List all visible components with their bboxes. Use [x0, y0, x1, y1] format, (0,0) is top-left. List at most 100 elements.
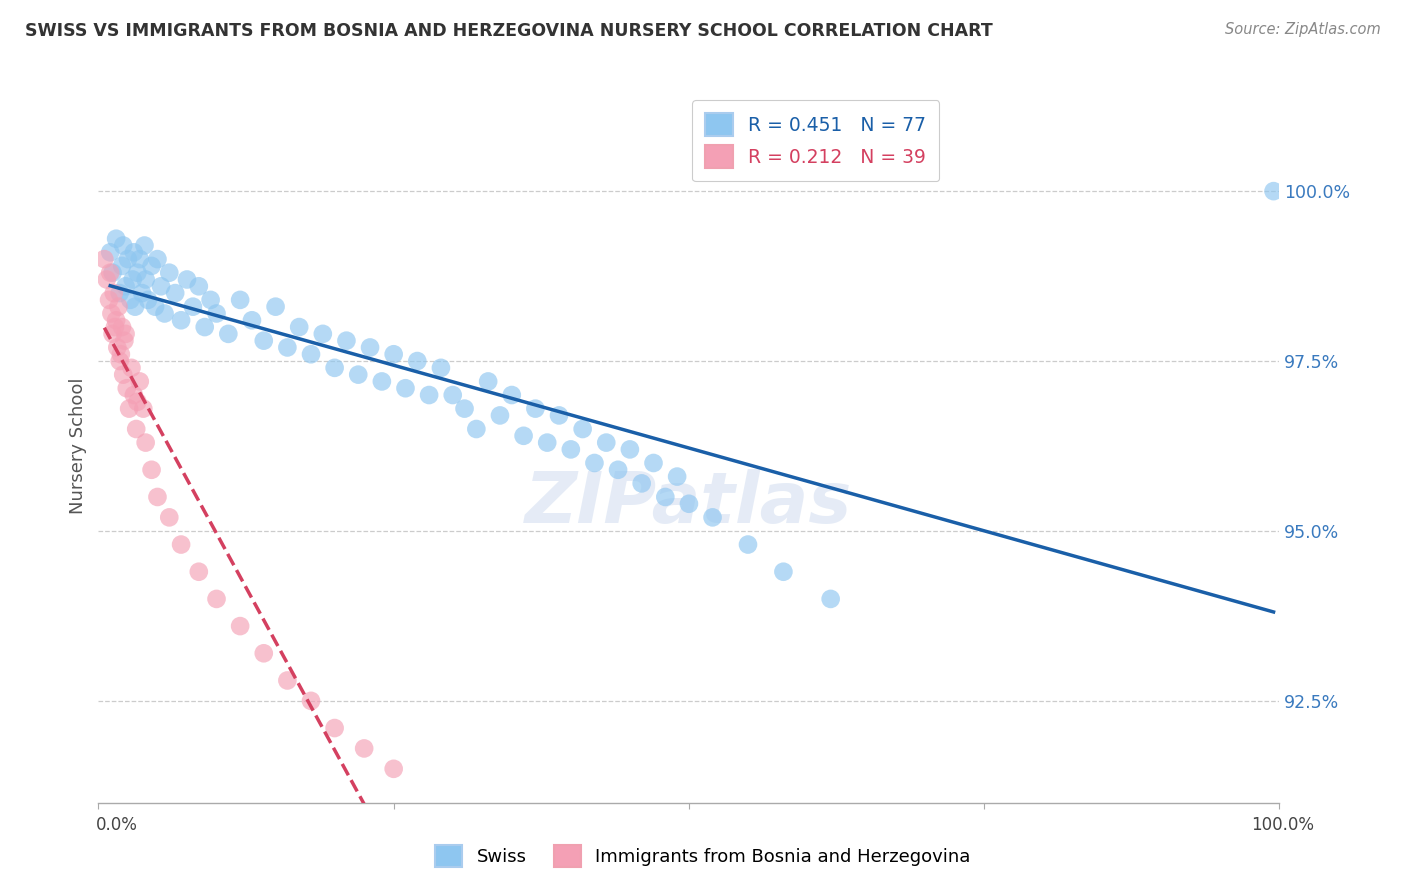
Point — [702, 510, 724, 524]
Point — [194, 320, 217, 334]
Point — [276, 673, 298, 688]
Point — [108, 286, 131, 301]
Point — [125, 422, 148, 436]
Point — [187, 565, 209, 579]
Point — [117, 252, 139, 266]
Point — [165, 286, 187, 301]
Point — [312, 326, 335, 341]
Point — [170, 537, 193, 551]
Text: 100.0%: 100.0% — [1251, 816, 1315, 834]
Point — [114, 326, 136, 341]
Point — [153, 306, 176, 320]
Point — [128, 252, 150, 266]
Point — [607, 463, 630, 477]
Point — [98, 293, 121, 307]
Point — [371, 375, 394, 389]
Point — [548, 409, 571, 423]
Point — [299, 347, 322, 361]
Point — [264, 300, 287, 314]
Point — [323, 721, 346, 735]
Point — [240, 313, 263, 327]
Point — [111, 320, 134, 334]
Point — [105, 341, 128, 355]
Text: SWISS VS IMMIGRANTS FROM BOSNIA AND HERZEGOVINA NURSERY SCHOOL CORRELATION CHART: SWISS VS IMMIGRANTS FROM BOSNIA AND HERZ… — [25, 22, 993, 40]
Point — [453, 401, 475, 416]
Point — [772, 565, 794, 579]
Point — [143, 300, 166, 314]
Point — [187, 279, 209, 293]
Point — [104, 320, 127, 334]
Point — [489, 409, 512, 423]
Point — [737, 537, 759, 551]
Point — [146, 490, 169, 504]
Point — [583, 456, 606, 470]
Point — [131, 286, 153, 301]
Point — [135, 272, 157, 286]
Point — [141, 463, 163, 477]
Point — [110, 347, 132, 361]
Point — [560, 442, 582, 457]
Point — [120, 293, 142, 307]
Point — [93, 252, 115, 266]
Point — [200, 293, 222, 307]
Point — [205, 591, 228, 606]
Point — [382, 347, 405, 361]
Point — [394, 381, 416, 395]
Point — [124, 300, 146, 314]
Point — [820, 591, 842, 606]
Y-axis label: Nursery School: Nursery School — [69, 377, 87, 515]
Point — [276, 341, 298, 355]
Point — [353, 741, 375, 756]
Point — [418, 388, 440, 402]
Point — [105, 313, 128, 327]
Point — [176, 272, 198, 286]
Point — [643, 456, 665, 470]
Point — [323, 360, 346, 375]
Point — [382, 762, 405, 776]
Point — [108, 354, 131, 368]
Point — [654, 490, 676, 504]
Point — [101, 266, 124, 280]
Point — [114, 279, 136, 293]
Point — [299, 694, 322, 708]
Point — [135, 435, 157, 450]
Point — [96, 272, 118, 286]
Point — [359, 341, 381, 355]
Point — [217, 326, 239, 341]
Point — [536, 435, 558, 450]
Point — [229, 293, 252, 307]
Point — [512, 429, 534, 443]
Legend: R = 0.451   N = 77, R = 0.212   N = 39: R = 0.451 N = 77, R = 0.212 N = 39 — [692, 100, 939, 181]
Point — [253, 334, 276, 348]
Point — [288, 320, 311, 334]
Point — [477, 375, 499, 389]
Point — [335, 334, 357, 348]
Point — [146, 252, 169, 266]
Point — [103, 286, 125, 301]
Point — [121, 360, 143, 375]
Point — [465, 422, 488, 436]
Point — [205, 306, 228, 320]
Point — [441, 388, 464, 402]
Point — [571, 422, 593, 436]
Point — [430, 360, 453, 375]
Point — [98, 245, 121, 260]
Legend: Swiss, Immigrants from Bosnia and Herzegovina: Swiss, Immigrants from Bosnia and Herzeg… — [427, 838, 979, 874]
Point — [122, 388, 145, 402]
Text: Source: ZipAtlas.com: Source: ZipAtlas.com — [1225, 22, 1381, 37]
Point — [118, 401, 141, 416]
Point — [107, 300, 129, 314]
Point — [112, 334, 135, 348]
Point — [253, 646, 276, 660]
Point — [136, 293, 159, 307]
Point — [115, 381, 138, 395]
Point — [122, 245, 145, 260]
Point — [112, 368, 135, 382]
Point — [101, 326, 124, 341]
Point — [619, 442, 641, 457]
Point — [347, 368, 370, 382]
Point — [134, 238, 156, 252]
Point — [112, 238, 135, 252]
Point — [666, 469, 689, 483]
Point — [595, 435, 617, 450]
